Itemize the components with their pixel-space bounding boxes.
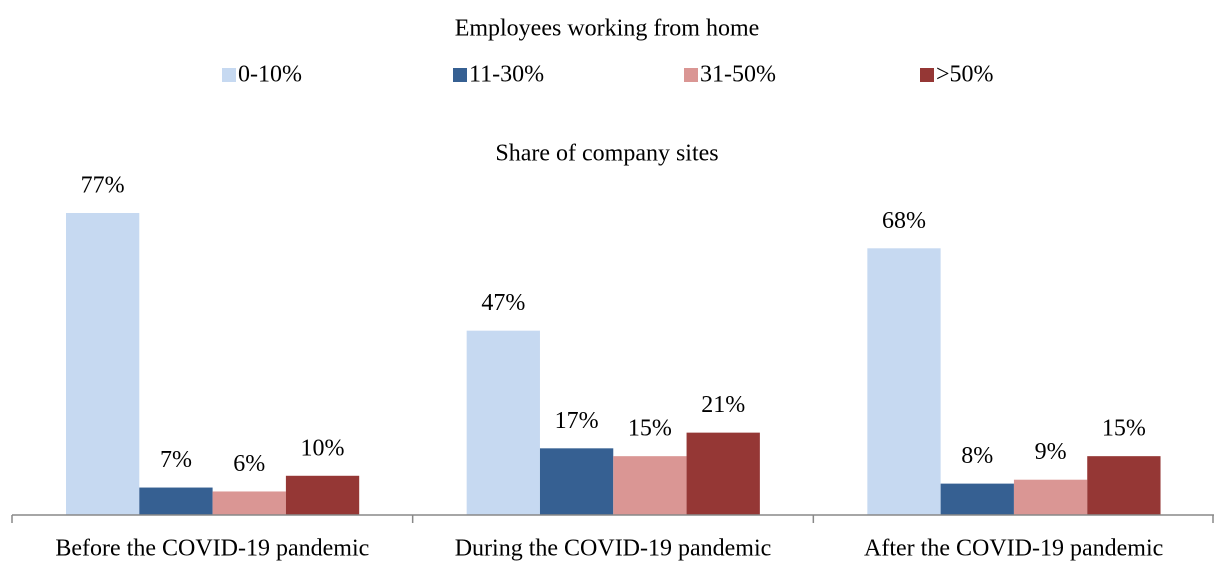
legend-label: >50% xyxy=(936,62,994,88)
data-label: 10% xyxy=(301,435,345,461)
legend-title: Employees working from home xyxy=(455,16,760,42)
data-label: 6% xyxy=(233,451,265,477)
data-label: 47% xyxy=(481,290,525,316)
legend-swatch xyxy=(684,68,698,82)
bar xyxy=(867,248,941,515)
data-label: 17% xyxy=(555,408,599,434)
data-label: 77% xyxy=(81,173,125,199)
bar xyxy=(66,213,140,515)
bar xyxy=(285,475,360,515)
legend-swatch xyxy=(222,68,236,82)
x-tick-label: During the COVID-19 pandemic xyxy=(455,536,772,562)
bar xyxy=(139,487,213,515)
bar xyxy=(466,330,540,515)
bar xyxy=(686,432,760,515)
x-tick-label: After the COVID-19 pandemic xyxy=(864,536,1163,562)
bar xyxy=(212,491,286,515)
data-label: 9% xyxy=(1035,439,1067,465)
legend-label: 0-10% xyxy=(238,62,302,88)
bar xyxy=(940,483,1014,515)
legend-label: 31-50% xyxy=(700,62,776,88)
chart-subtitle: Share of company sites xyxy=(495,141,718,167)
data-label: 15% xyxy=(628,416,672,442)
data-label: 21% xyxy=(701,392,745,418)
data-label: 15% xyxy=(1102,416,1146,442)
x-tick-label: Before the COVID-19 pandemic xyxy=(55,536,369,562)
legend-label: 11-30% xyxy=(469,62,544,88)
legend-swatch xyxy=(453,68,467,82)
data-label: 7% xyxy=(160,447,192,473)
bar xyxy=(613,456,687,515)
bar xyxy=(1087,456,1161,515)
bar xyxy=(1013,479,1088,515)
data-label: 68% xyxy=(882,208,926,234)
bar xyxy=(539,448,614,515)
legend-swatch xyxy=(920,68,934,82)
data-label: 8% xyxy=(961,443,993,469)
